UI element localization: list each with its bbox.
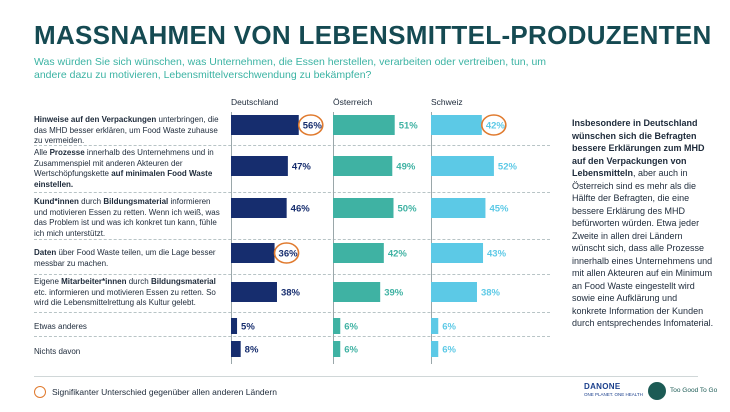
axis-deutschland bbox=[231, 112, 232, 364]
value-label-deutschland: 56% bbox=[303, 121, 323, 132]
row-label-segment: Hinweise auf den Verpackungen bbox=[34, 115, 157, 124]
value-label-oesterreich: 6% bbox=[344, 322, 358, 333]
bar-oesterreich bbox=[333, 156, 393, 176]
row-label-segment: unterbringen, die das MHD besser erkläre… bbox=[34, 115, 219, 145]
footer-divider bbox=[34, 376, 698, 377]
row-separator bbox=[34, 274, 550, 275]
row-label-segment: Bildungsmaterial bbox=[103, 197, 169, 206]
page-subtitle: Was würden Sie sich wünschen, was Untern… bbox=[34, 56, 547, 81]
bar-schweiz bbox=[431, 341, 439, 357]
axis-schweiz bbox=[431, 112, 432, 364]
value-label-deutschland: 38% bbox=[281, 288, 301, 299]
bar-oesterreich bbox=[333, 243, 384, 263]
too-good-to-go-icon bbox=[648, 382, 666, 400]
row-separator bbox=[34, 239, 550, 240]
value-label-oesterreich: 39% bbox=[384, 288, 404, 299]
column-header-schweiz: Schweiz bbox=[431, 97, 463, 107]
row-separator bbox=[34, 145, 550, 146]
row-label-segment: Eigene bbox=[34, 277, 62, 286]
row-label: Etwas anderes bbox=[34, 322, 226, 333]
row-label-segment: Daten bbox=[34, 248, 57, 257]
value-label-deutschland: 47% bbox=[292, 162, 312, 173]
row-label: Daten über Food Waste teilen, um die Lag… bbox=[34, 248, 226, 269]
row-label-segment: über Food Waste teilen, um die Lage bess… bbox=[34, 248, 216, 268]
significance-ring bbox=[273, 242, 300, 264]
danone-logo: DANONE ONE PLANET. ONE HEALTH bbox=[584, 382, 643, 404]
value-label-schweiz: 43% bbox=[487, 249, 507, 260]
row-label: Kund*innen durch Bildungsmaterial inform… bbox=[34, 197, 226, 239]
row-label-segment: Etwas anderes bbox=[34, 322, 87, 331]
bar-schweiz bbox=[431, 243, 484, 263]
row-label-segment: durch bbox=[78, 197, 104, 206]
value-label-oesterreich: 6% bbox=[344, 345, 358, 356]
value-label-oesterreich: 42% bbox=[388, 249, 408, 260]
column-header-oesterreich: Österreich bbox=[333, 97, 373, 107]
bar-schweiz bbox=[431, 318, 439, 334]
row-label-segment: Nichts davon bbox=[34, 347, 81, 356]
axis-oesterreich bbox=[333, 112, 334, 364]
significance-ring bbox=[297, 114, 324, 136]
value-label-deutschland: 46% bbox=[291, 204, 311, 215]
bar-oesterreich bbox=[333, 198, 394, 218]
bar-schweiz bbox=[431, 115, 482, 135]
legend-text: Signifikanter Unterschied gegenüber alle… bbox=[52, 387, 277, 397]
row-separator bbox=[34, 312, 550, 313]
page-title: MASSNAHMEN VON LEBENSMITTEL-PRODUZENTEN bbox=[34, 20, 712, 50]
danone-logo-tagline: ONE PLANET. ONE HEALTH bbox=[584, 392, 643, 397]
bar-oesterreich bbox=[333, 115, 395, 135]
row-label: Nichts davon bbox=[34, 347, 226, 358]
bar-oesterreich bbox=[333, 318, 341, 334]
value-label-schweiz: 42% bbox=[486, 121, 506, 132]
danone-logo-mark: DANONE bbox=[584, 382, 621, 391]
row-label: Hinweise auf den Verpackungen unterbring… bbox=[34, 115, 226, 147]
sidebar-summary-bold: Insbesondere in Deutschland wünschen sic… bbox=[572, 118, 705, 178]
value-label-schweiz: 52% bbox=[498, 162, 518, 173]
bar-schweiz bbox=[431, 156, 494, 176]
row-label-segment: etc. informieren und motivieren Essen zu… bbox=[34, 287, 216, 308]
too-good-to-go-name: Too Good To Go bbox=[670, 387, 718, 394]
too-good-to-go-logo: Too Good To Go bbox=[648, 381, 718, 403]
value-label-schweiz: 6% bbox=[442, 322, 456, 333]
value-label-oesterreich: 50% bbox=[398, 204, 418, 215]
bar-deutschland bbox=[231, 115, 299, 135]
row-label-segment: durch bbox=[126, 277, 151, 286]
bar-oesterreich bbox=[333, 341, 341, 357]
row-label-segment: Bildungsmaterial bbox=[150, 277, 216, 286]
value-label-oesterreich: 49% bbox=[396, 162, 416, 173]
bar-deutschland bbox=[231, 156, 288, 176]
sidebar-summary: Insbesondere in Deutschland wünschen sic… bbox=[572, 117, 714, 330]
value-label-schweiz: 6% bbox=[442, 345, 456, 356]
row-label-segment: auf minimalen Food Waste einstellen. bbox=[34, 169, 213, 189]
bar-deutschland bbox=[231, 318, 238, 334]
value-label-schweiz: 45% bbox=[489, 204, 509, 215]
value-label-deutschland: 8% bbox=[245, 345, 259, 356]
row-label-segment: Alle bbox=[34, 148, 50, 157]
bar-deutschland bbox=[231, 243, 275, 263]
value-label-deutschland: 36% bbox=[279, 249, 299, 260]
bar-deutschland bbox=[231, 341, 241, 357]
row-label: Eigene Mitarbeiter*innen durch Bildungsm… bbox=[34, 277, 226, 309]
row-separator bbox=[34, 336, 550, 337]
row-separator bbox=[34, 192, 550, 193]
sidebar-summary-regular: , aber auch in Österreich sind es mehr a… bbox=[572, 168, 714, 328]
row-label: Alle Prozesse innerhalb des Unternehmens… bbox=[34, 148, 226, 190]
value-label-schweiz: 38% bbox=[481, 288, 501, 299]
row-label-segment: innerhalb des Unternehmens und in Zusamm… bbox=[34, 148, 214, 178]
bar-schweiz bbox=[431, 282, 477, 302]
significance-ring-icon bbox=[34, 386, 46, 398]
row-label-segment: Kund*innen bbox=[34, 197, 79, 206]
bar-deutschland bbox=[231, 198, 287, 218]
column-header-deutschland: Deutschland bbox=[231, 97, 279, 107]
row-label-segment: Mitarbeiter*innen bbox=[61, 277, 127, 286]
bar-oesterreich bbox=[333, 282, 381, 302]
value-label-deutschland: 5% bbox=[241, 322, 255, 333]
bar-schweiz bbox=[431, 198, 486, 218]
value-label-oesterreich: 51% bbox=[399, 121, 419, 132]
bar-deutschland bbox=[231, 282, 277, 302]
significance-ring bbox=[481, 114, 507, 136]
row-label-segment: Prozesse bbox=[49, 148, 85, 157]
row-label-segment: informieren und motivieren Essen zu rett… bbox=[34, 197, 220, 238]
